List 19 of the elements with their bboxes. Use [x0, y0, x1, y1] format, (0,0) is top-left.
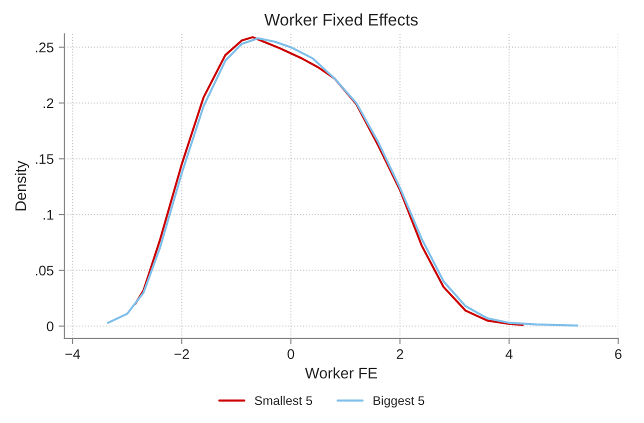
y-axis-title: Density	[14, 160, 30, 210]
legend-label: Biggest 5	[374, 396, 424, 408]
x-tick-label: −4	[65, 349, 80, 359]
y-tick-label: 0	[46, 321, 54, 332]
line-series	[134, 36, 524, 326]
y-tick-label: .15	[36, 154, 54, 164]
x-tick-label: 2	[396, 349, 404, 359]
line-series	[107, 37, 578, 327]
y-tick-label: .25	[36, 42, 54, 52]
legend-label: Smallest 5	[254, 396, 312, 406]
x-tick-label: 0	[288, 349, 294, 360]
x-tick-label: 4	[506, 349, 513, 359]
y-tick-label: .1	[44, 210, 54, 220]
y-tick-label: .2	[44, 98, 54, 108]
x-tick-label: 6	[615, 349, 622, 360]
x-tick-label: −2	[174, 349, 189, 359]
chart-title: Worker Fixed Effects	[264, 13, 418, 26]
y-tick-label: .05	[36, 266, 54, 276]
x-axis-title: Worker FE	[305, 367, 378, 379]
